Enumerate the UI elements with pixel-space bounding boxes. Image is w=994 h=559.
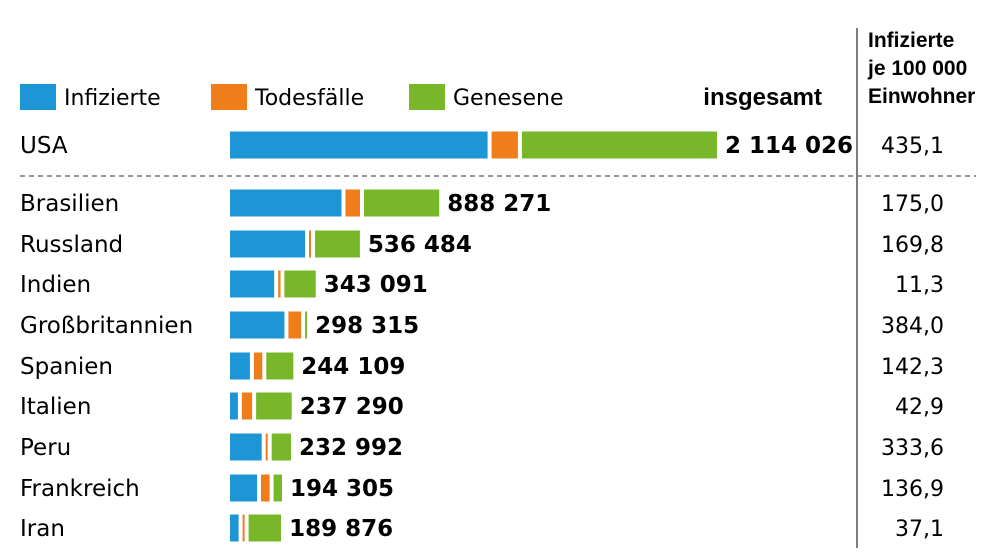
infected-segment: [230, 270, 275, 298]
total-column-header: insgesamt: [703, 84, 822, 111]
chart-row: Peru 232 992 333,6: [20, 433, 944, 461]
country-label: Großbritannien: [20, 313, 193, 339]
infected-segment: [230, 433, 262, 461]
infected-segment: [230, 189, 342, 217]
infected-segment: [230, 392, 238, 420]
rate-value: 435,1: [881, 134, 944, 159]
rate-header-line-2: je 100 000: [867, 57, 967, 80]
deaths-segment: [309, 230, 311, 258]
rate-header-line-1: Infizierte: [868, 29, 954, 52]
rate-value: 11,3: [895, 273, 944, 298]
total-value: 194 305: [290, 476, 394, 502]
rate-column-header: Infizierte je 100 000 Einwohner: [867, 29, 975, 108]
rate-value: 142,3: [881, 355, 944, 380]
recovered-segment: [271, 433, 291, 461]
recovered-segment: [266, 352, 294, 380]
infected-segment: [230, 514, 239, 542]
country-label: Spanien: [20, 354, 113, 380]
legend-swatch-deaths: [211, 84, 247, 110]
country-label: Italien: [20, 394, 91, 420]
deaths-segment: [265, 433, 268, 461]
rate-value: 37,1: [895, 517, 944, 542]
country-label: Peru: [20, 435, 71, 461]
legend-label-infected: Infizierte: [64, 86, 161, 111]
chart-row: Russland 536 484 169,8: [20, 230, 944, 258]
total-value: 232 992: [299, 435, 403, 461]
deaths-segment: [261, 474, 270, 502]
rate-value: 175,0: [881, 192, 944, 217]
legend-swatch-infected: [20, 84, 56, 110]
recovered-segment: [315, 230, 360, 258]
recovered-segment: [273, 474, 282, 502]
deaths-segment: [241, 392, 253, 420]
country-label: Iran: [20, 516, 65, 542]
chart-row: Frankreich 194 305 136,9: [20, 474, 944, 502]
country-label: Frankreich: [20, 476, 140, 502]
deaths-segment: [345, 189, 360, 217]
deaths-segment: [242, 514, 245, 542]
country-label: Brasilien: [20, 191, 119, 217]
rate-value: 333,6: [881, 436, 944, 461]
rate-value: 136,9: [881, 477, 944, 502]
infected-segment: [230, 230, 305, 258]
total-value: 189 876: [289, 516, 393, 542]
recovered-segment: [248, 514, 281, 542]
chart-row: Spanien 244 109 142,3: [20, 352, 944, 380]
legend-label-recovered: Genesene: [453, 86, 564, 111]
legend: Infizierte Todesfälle Genesene: [20, 84, 564, 111]
total-value: 244 109: [301, 354, 405, 380]
total-value: 888 271: [447, 191, 551, 217]
rate-header-line-3: Einwohner: [868, 85, 975, 108]
recovered-segment: [305, 311, 308, 339]
country-label: Russland: [20, 232, 123, 258]
total-value: 536 484: [368, 232, 472, 258]
country-label: Indien: [20, 272, 91, 298]
legend-label-deaths: Todesfälle: [254, 86, 364, 111]
total-value: 343 091: [324, 272, 428, 298]
total-value: 237 290: [300, 394, 404, 420]
infected-segment: [230, 311, 285, 339]
rate-value: 384,0: [881, 314, 944, 339]
chart-rows: USA 2 114 026 435,1 Brasilien 888 271 175,0 Ru…: [20, 131, 944, 542]
chart-row: Großbritannien 298 315 384,0: [20, 311, 944, 339]
legend-swatch-recovered: [409, 84, 445, 110]
total-value: 298 315: [315, 313, 419, 339]
recovered-segment: [284, 270, 316, 298]
deaths-segment: [253, 352, 263, 380]
recovered-segment: [521, 131, 717, 159]
recovered-segment: [364, 189, 440, 217]
infected-segment: [230, 131, 488, 159]
total-value: 2 114 026: [725, 133, 853, 159]
chart-row: Indien 343 091 11,3: [20, 270, 944, 298]
deaths-segment: [491, 131, 518, 159]
recovered-segment: [256, 392, 292, 420]
deaths-segment: [278, 270, 281, 298]
rate-value: 169,8: [881, 233, 944, 258]
infected-segment: [230, 474, 257, 502]
chart-row: USA 2 114 026 435,1: [20, 131, 944, 159]
chart-row: Brasilien 888 271 175,0: [20, 189, 944, 217]
infected-segment: [230, 352, 250, 380]
deaths-segment: [288, 311, 302, 339]
rate-value: 42,9: [895, 395, 944, 420]
country-label: USA: [20, 133, 68, 159]
chart-row: Iran 189 876 37,1: [20, 514, 944, 542]
chart-row: Italien 237 290 42,9: [20, 392, 944, 420]
